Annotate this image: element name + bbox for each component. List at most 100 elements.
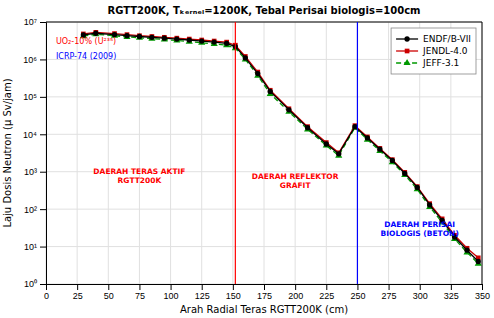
grid-line [46,134,482,135]
tick: 10⁵ [23,92,46,102]
annotation: UO₂-10% (U²³⁵) [56,37,116,46]
data-group [80,22,482,284]
legend-box [391,28,476,74]
tick-label: 100 [164,291,179,301]
marker [174,36,179,41]
grid-line [46,209,482,210]
y-axis-title: Laju Dosis Neutron (μ Sv/jam) [2,78,13,227]
tick-mark [40,134,46,135]
tick: 0 [44,284,49,301]
grid-line [46,22,482,23]
tick: 10¹ [24,242,46,252]
tick-label: 10⁰ [24,279,37,289]
tick-label: 200 [288,291,303,301]
tick-label: 10⁴ [23,130,37,140]
marker [212,39,217,44]
tick-mark [233,284,234,290]
grid-line [232,22,233,284]
tick-mark [108,284,109,290]
tick: 275 [382,284,397,301]
frame [46,22,482,23]
tick: 75 [135,284,145,301]
tick: 225 [319,284,334,301]
tick: 10⁰ [24,279,46,289]
legend-label: ENDF/B-VII [423,34,471,44]
tick: 325 [444,284,459,301]
marker [336,151,341,156]
region-label: DAERAH PERISAIBIOLOGIS (BETON) [381,220,459,238]
tick-label: 10⁷ [24,17,37,27]
tick-label: 75 [135,291,145,301]
plot-area: 0255075100125150175200225250275300325350… [23,17,490,301]
marker [149,35,154,40]
marker [324,141,329,146]
tick-mark [40,284,46,285]
tick-mark [139,284,140,290]
tick-mark [482,284,483,290]
marker [243,55,248,60]
tick: 100 [164,284,179,301]
grid-line [170,22,171,284]
legend: ENDF/B-VII JENDL-4.0 JEFF-3.1 [391,28,476,74]
marker [224,41,229,46]
frame [482,22,483,284]
marker [92,30,99,36]
annotation: ICRP-74 (2009) [56,52,116,61]
tick: 10⁷ [24,17,46,27]
axis-line [40,23,47,285]
region-label: DAERAH TERAS AKTIFRGTT200K [93,167,185,185]
tick: 150 [226,284,241,301]
marker [268,89,273,94]
tick-mark [40,172,46,173]
marker [365,135,370,140]
grid-line [201,22,202,284]
grid-line [482,22,483,284]
marker [475,260,482,266]
marker [255,71,260,76]
tick-mark [357,284,358,290]
tick: 250 [350,284,365,301]
tick-label: 125 [195,291,210,301]
marker [415,185,420,190]
tick-mark [295,284,296,290]
tick: 50 [104,284,114,301]
tick-mark [171,284,172,290]
tick: 10³ [24,167,46,177]
region-label: DAERAH REFLEKTORGRAFIT [252,172,339,190]
reference-line [235,22,236,284]
marker [377,147,382,152]
legend-label: JENDL-4.0 [422,46,468,56]
tick-mark [451,284,452,290]
grid-line [326,22,327,284]
marker [187,37,192,42]
tick: 10⁴ [23,130,46,140]
x-axis: 0255075100125150175200225250275300325350 [44,284,490,301]
grid [46,22,482,284]
x-axis-title: Arah Radial Teras RGTT200K (cm) [180,304,348,315]
marker [161,35,168,41]
tick-mark [40,209,46,210]
tick-label: 150 [226,291,241,301]
marker [93,31,98,36]
legend-item: ENDF/B-VII [396,34,471,44]
tick-mark [420,284,421,290]
tick-mark [326,284,327,290]
legend-item: JEFF-3.1 [396,58,459,68]
grid-line [46,96,482,97]
tick: 300 [413,284,428,301]
grid-line [388,22,389,284]
marker [305,125,310,130]
legend-label: JEFF-3.1 [422,58,459,68]
tick-label: 10³ [24,167,37,177]
tick-mark [389,284,390,290]
y-axis: 10⁰10¹10²10³10⁴10⁵10⁶10⁷ [23,17,46,289]
reference-line [357,22,358,284]
marker [199,38,204,43]
tick-mark [264,284,265,290]
grid-line [139,22,140,284]
tick-label: 225 [319,291,334,301]
chart: 0255075100125150175200225250275300325350… [0,0,494,318]
tick-label: 0 [44,291,49,301]
marker [464,248,469,253]
tick-mark [40,22,46,23]
